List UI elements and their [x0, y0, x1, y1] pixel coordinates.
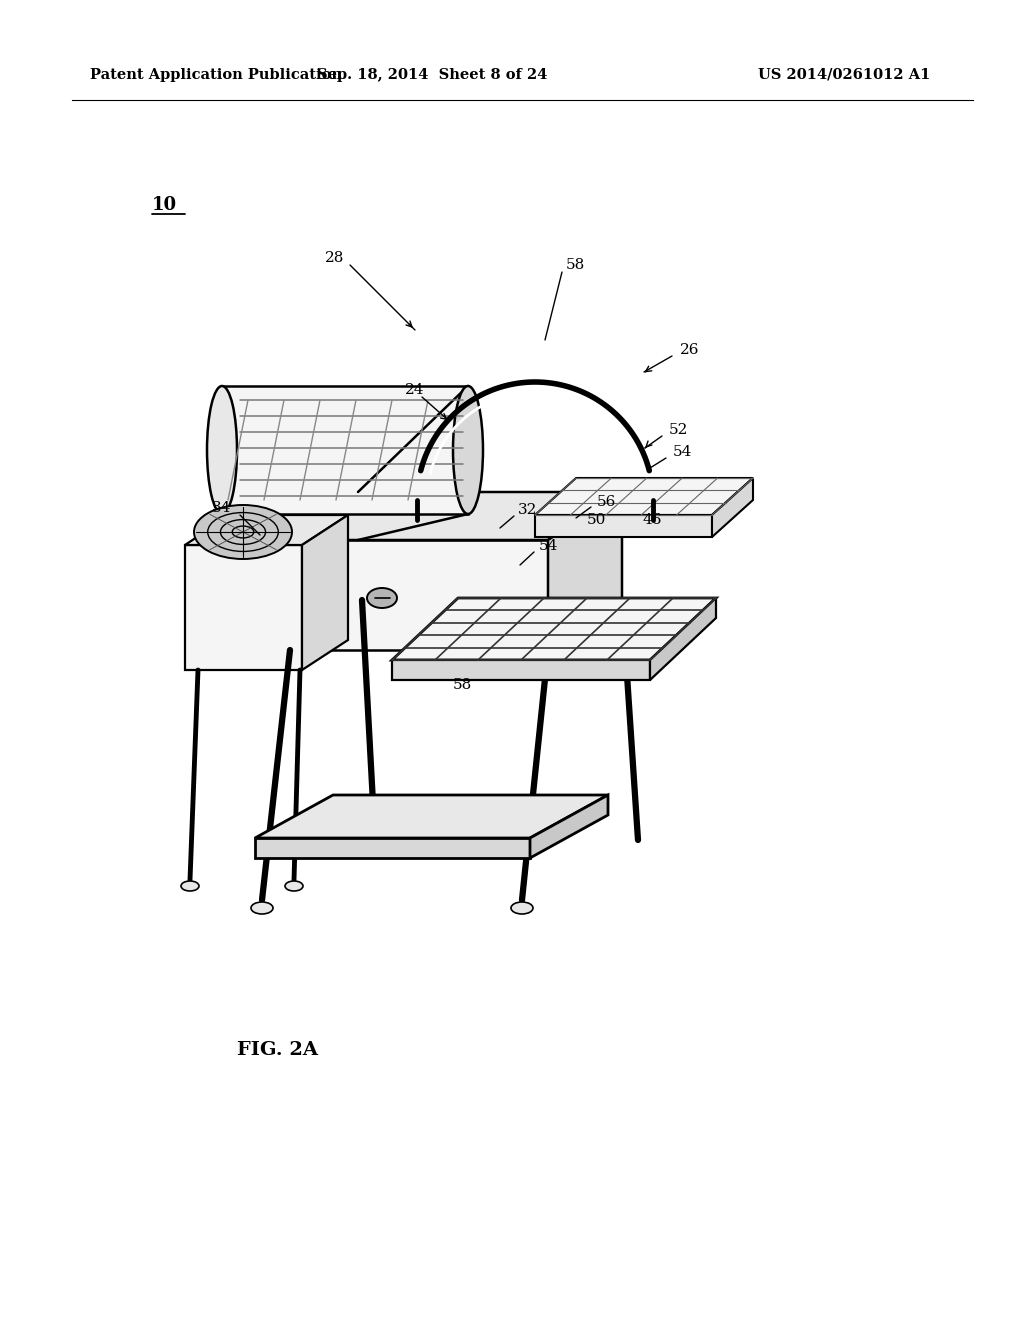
- Text: 58: 58: [565, 257, 585, 272]
- Polygon shape: [548, 492, 622, 649]
- Text: Sep. 18, 2014  Sheet 8 of 24: Sep. 18, 2014 Sheet 8 of 24: [316, 69, 547, 82]
- Text: 26: 26: [680, 343, 699, 356]
- Text: FIG. 2A: FIG. 2A: [237, 1041, 318, 1059]
- Text: 52: 52: [669, 422, 688, 437]
- Polygon shape: [185, 545, 302, 671]
- Text: 34: 34: [212, 502, 231, 515]
- Polygon shape: [530, 795, 608, 858]
- Polygon shape: [255, 838, 530, 858]
- Text: 50: 50: [587, 513, 605, 527]
- Text: 32: 32: [518, 503, 538, 517]
- Text: 10: 10: [152, 195, 177, 214]
- Text: 58: 58: [453, 678, 472, 692]
- Ellipse shape: [194, 506, 292, 558]
- Ellipse shape: [511, 902, 534, 913]
- Polygon shape: [185, 515, 348, 545]
- Polygon shape: [392, 598, 716, 660]
- Polygon shape: [222, 385, 468, 513]
- Text: US 2014/0261012 A1: US 2014/0261012 A1: [758, 69, 931, 82]
- Polygon shape: [288, 540, 548, 649]
- Ellipse shape: [251, 902, 273, 913]
- Ellipse shape: [285, 880, 303, 891]
- Polygon shape: [255, 795, 608, 838]
- Polygon shape: [535, 515, 712, 537]
- Text: 56: 56: [596, 495, 615, 510]
- Polygon shape: [712, 478, 753, 537]
- Text: 46: 46: [642, 513, 662, 527]
- Ellipse shape: [181, 880, 199, 891]
- Text: 54: 54: [673, 445, 691, 459]
- Polygon shape: [535, 478, 753, 515]
- Polygon shape: [650, 598, 716, 680]
- Text: 24: 24: [406, 383, 425, 397]
- Text: 28: 28: [326, 251, 345, 265]
- Text: 54: 54: [539, 539, 558, 553]
- Ellipse shape: [207, 385, 237, 513]
- Ellipse shape: [367, 587, 397, 609]
- Polygon shape: [288, 492, 622, 540]
- Text: Patent Application Publication: Patent Application Publication: [90, 69, 342, 82]
- Ellipse shape: [453, 385, 483, 513]
- Polygon shape: [302, 515, 348, 671]
- Polygon shape: [392, 660, 650, 680]
